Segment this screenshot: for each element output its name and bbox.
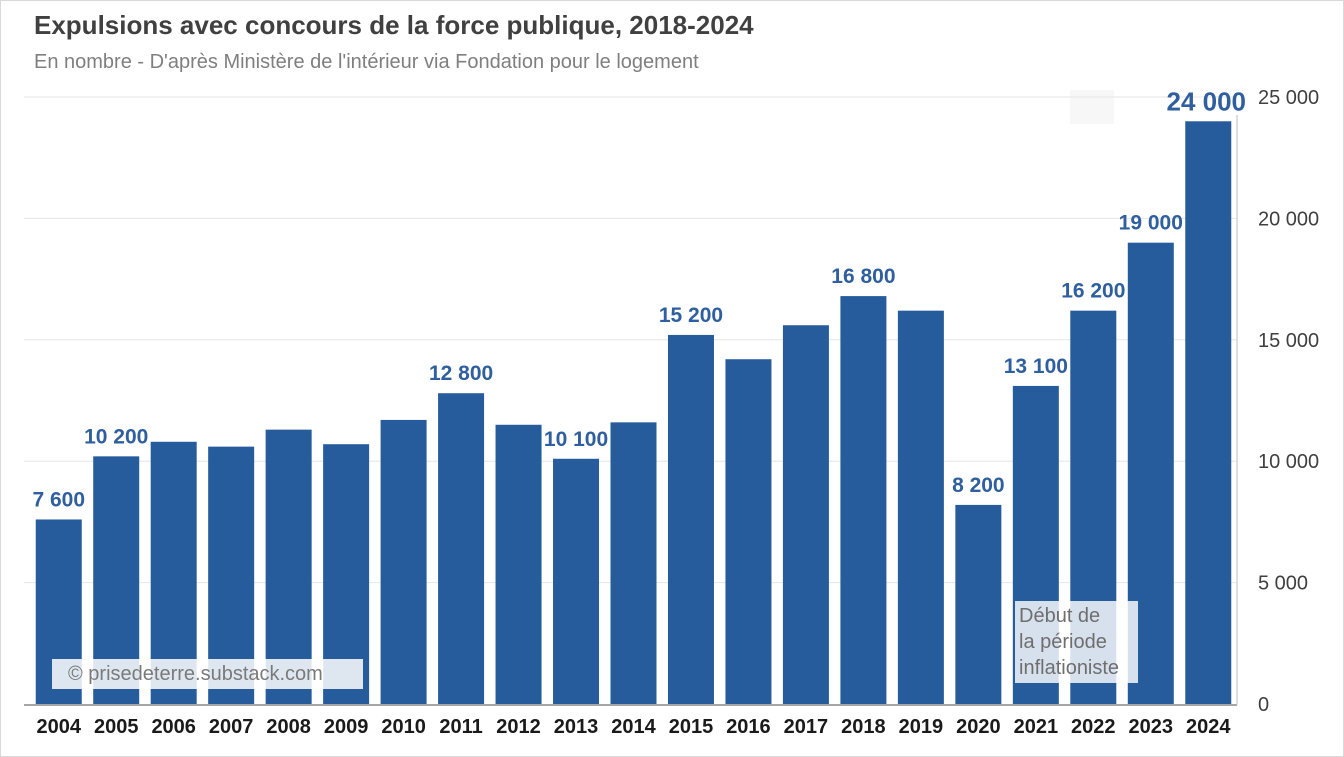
chart-subtitle: En nombre - D'après Ministère de l'intér… (34, 51, 699, 73)
bar (725, 359, 772, 704)
data-label: 13 100 (1004, 355, 1068, 378)
x-tick-label: 2024 (1186, 716, 1231, 738)
x-tick-label: 2021 (1014, 716, 1059, 738)
x-tick-label: 2008 (266, 716, 311, 738)
chart-title: Expulsions avec concours de la force pub… (34, 10, 754, 40)
data-label: 16 200 (1061, 280, 1125, 303)
x-tick-label: 2009 (324, 716, 369, 738)
x-tick-label: 2017 (784, 716, 829, 738)
y-tick-label: 25 000 (1258, 87, 1319, 109)
y-tick-label: 0 (1258, 694, 1269, 716)
bar (955, 504, 1002, 704)
bar (782, 325, 829, 704)
x-tick-label: 2012 (496, 716, 541, 738)
x-tick-label: 2007 (209, 716, 254, 738)
x-tick-label: 2020 (956, 716, 1001, 738)
annotation-line: la période (1019, 631, 1107, 653)
data-label: 12 800 (429, 362, 493, 385)
bar (667, 334, 714, 704)
data-label: 10 100 (544, 428, 608, 451)
x-tick-label: 2006 (151, 716, 196, 738)
y-tick-label: 10 000 (1258, 451, 1319, 473)
watermark-credit: © prisedeterre.substack.com (52, 659, 363, 689)
x-tick-label: 2022 (1071, 716, 1116, 738)
y-tick-label: 20 000 (1258, 208, 1319, 230)
x-tick-label: 2004 (36, 716, 81, 738)
x-tick-label: 2018 (841, 716, 886, 738)
data-label: 15 200 (659, 304, 723, 327)
bar (265, 429, 312, 704)
x-tick-label: 2013 (554, 716, 599, 738)
data-label: 24 000 (1166, 86, 1246, 116)
y-tick-label: 5 000 (1258, 573, 1308, 595)
data-label: 16 800 (831, 265, 895, 288)
data-label: 10 200 (84, 425, 148, 448)
x-tick-label: 2016 (726, 716, 771, 738)
bar (438, 393, 485, 704)
bar (1185, 121, 1232, 704)
annotation-line: inflationiste (1019, 657, 1120, 679)
x-tick-label: 2010 (381, 716, 426, 738)
x-tick-label: 2011 (439, 716, 482, 738)
x-tick-label: 2005 (94, 716, 139, 738)
bar (553, 458, 600, 704)
data-label: 7 600 (32, 488, 85, 511)
annotation-inflation: Début de la période inflationiste (1015, 601, 1138, 683)
data-label: 8 200 (952, 474, 1005, 497)
bar (380, 419, 427, 704)
x-tick-label: 2015 (669, 716, 714, 738)
blank-patch (1070, 90, 1114, 124)
x-tick-label: 2023 (1129, 716, 1174, 738)
bar (495, 424, 542, 704)
bar (610, 422, 657, 704)
data-label: 19 000 (1119, 212, 1183, 235)
annotation-line: Début de (1019, 605, 1101, 627)
x-tick-label: 2014 (611, 716, 656, 738)
bar (897, 310, 944, 704)
bar (840, 296, 887, 704)
y-tick-label: 15 000 (1258, 330, 1319, 352)
x-tick-label: 2019 (899, 716, 944, 738)
